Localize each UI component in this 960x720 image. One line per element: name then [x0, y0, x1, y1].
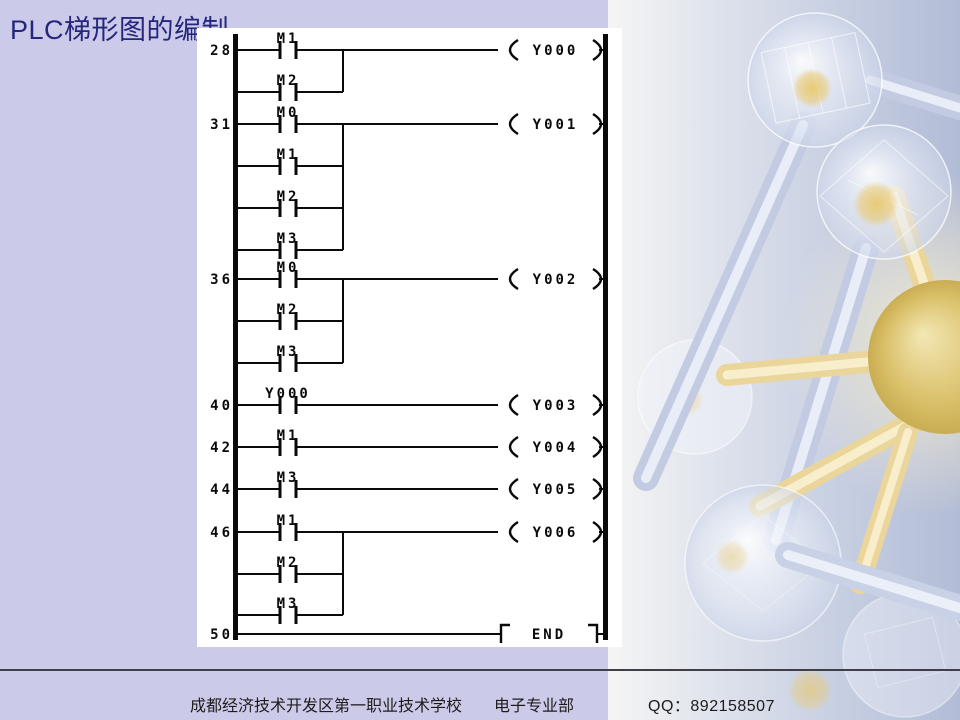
- atom-sphere-faint-bottom: [788, 592, 960, 718]
- svg-text:42: 42: [210, 440, 233, 456]
- svg-text:M3: M3: [277, 344, 300, 360]
- footer: 成都经济技术开发区第一职业技术学校 电子专业部 QQ：892158507: [0, 690, 960, 720]
- molecule-graphic: [608, 0, 960, 720]
- atom-sphere-gold: [868, 280, 960, 434]
- svg-text:Y004: Y004: [533, 440, 579, 456]
- ladder-panel: 28 M1 M2 Y000 31 M0 M1 M2 M3 Y001 36 M0 M2 M3 Y002 40 Y0…: [197, 28, 622, 647]
- svg-text:END: END: [532, 627, 566, 643]
- ladder-diagram: 28 M1 M2 Y000 31 M0 M1 M2 M3 Y001 36 M0 M2 M3 Y002 40 Y0…: [210, 31, 608, 643]
- svg-text:36: 36: [210, 272, 233, 288]
- svg-text:50: 50: [210, 627, 233, 643]
- atom-sphere-top: [747, 12, 883, 148]
- footer-divider: [0, 669, 960, 671]
- svg-text:M2: M2: [277, 189, 300, 205]
- page-title: PLC梯形图的编制: [10, 15, 230, 45]
- ladder-rung-40: 40 Y000 Y003: [210, 386, 606, 417]
- ladder-rung-50: 50 END: [210, 623, 606, 643]
- svg-text:M1: M1: [277, 147, 300, 163]
- atom-sphere-bottom: [684, 484, 842, 642]
- atom-sphere-middle: [816, 124, 952, 260]
- ladder-rung-36: 36 M0 M2 M3 Y002: [210, 260, 606, 372]
- svg-text:M3: M3: [277, 470, 300, 486]
- svg-text:M1: M1: [277, 31, 300, 47]
- svg-text:M2: M2: [277, 73, 300, 89]
- footer-qq-text: QQ：892158507: [648, 698, 775, 715]
- ladder-rung-28: 28 M1 M2 Y000: [210, 31, 606, 101]
- svg-text:Y002: Y002: [533, 272, 579, 288]
- svg-text:Y000: Y000: [533, 43, 579, 59]
- svg-text:M1: M1: [277, 428, 300, 444]
- svg-text:31: 31: [210, 117, 233, 133]
- molecule-art: [608, 0, 960, 720]
- ladder-rung-31: 31 M0 M1 M2 M3 Y001: [210, 105, 606, 259]
- svg-text:28: 28: [210, 43, 233, 59]
- svg-text:M3: M3: [277, 596, 300, 612]
- svg-text:Y003: Y003: [533, 398, 579, 414]
- svg-text:40: 40: [210, 398, 233, 414]
- svg-text:46: 46: [210, 525, 233, 541]
- svg-text:Y006: Y006: [533, 525, 579, 541]
- svg-text:M0: M0: [277, 260, 300, 276]
- svg-text:44: 44: [210, 482, 233, 498]
- svg-text:M2: M2: [277, 555, 300, 571]
- footer-department-text: 电子专业部: [494, 698, 575, 715]
- svg-text:Y001: Y001: [533, 117, 579, 133]
- ladder-rung-44: 44 M3 Y005: [210, 470, 606, 501]
- ladder-rung-46: 46 M1 M2 M3 Y006: [210, 513, 606, 624]
- molecule-rod-bottom-right: [775, 542, 960, 621]
- svg-text:M2: M2: [277, 302, 300, 318]
- footer-school-text: 成都经济技术开发区第一职业技术学校: [190, 698, 463, 715]
- svg-text:M0: M0: [277, 105, 300, 121]
- svg-text:Y005: Y005: [533, 482, 579, 498]
- svg-text:Y000: Y000: [265, 386, 311, 402]
- svg-text:M3: M3: [277, 231, 300, 247]
- ladder-rung-42: 42 M1 Y004: [210, 428, 606, 459]
- svg-text:M1: M1: [277, 513, 300, 529]
